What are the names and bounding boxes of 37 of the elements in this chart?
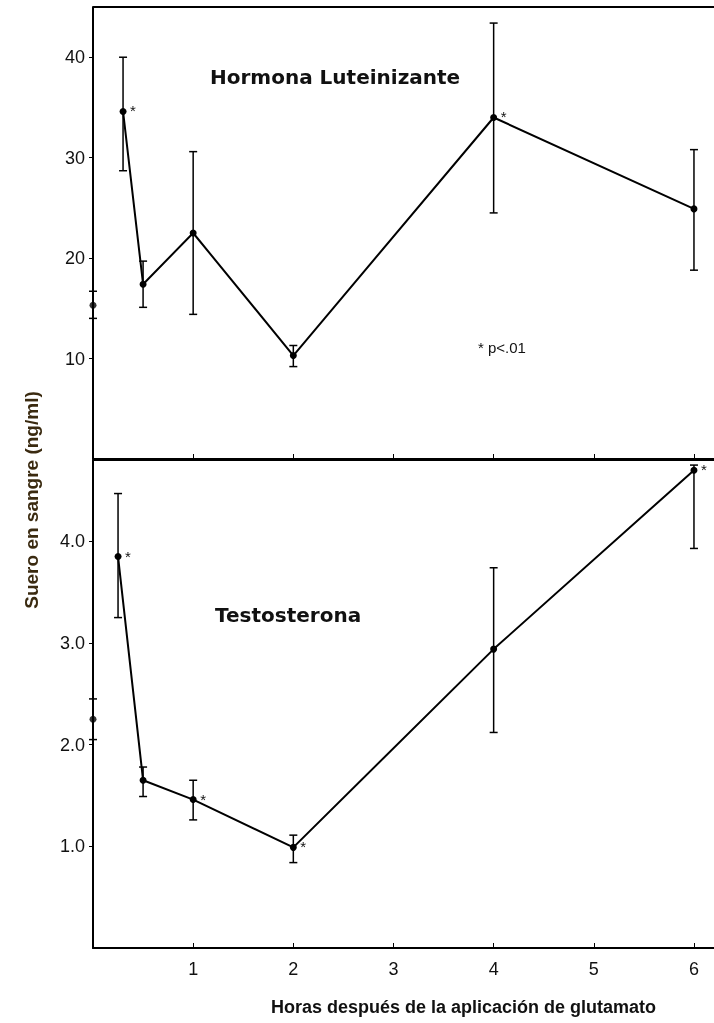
y-tick-label: 1.0 <box>59 836 85 857</box>
y-tick-label: 10 <box>64 348 85 369</box>
y-tick-label: 3.0 <box>59 633 85 653</box>
x-axis-title: Horas después de la aplicación de glutamato <box>270 997 657 1017</box>
text: Hormona Luteinizante <box>210 65 461 89</box>
annotation: * <box>700 461 707 479</box>
x-tick-label: 3 <box>388 959 399 979</box>
x-tick-label: 6 <box>688 959 699 979</box>
point <box>114 553 122 561</box>
annotation: * <box>500 108 507 126</box>
annotation: * <box>130 102 137 120</box>
y-tick-label: 30 <box>64 147 85 168</box>
point <box>139 280 147 288</box>
annotation: * <box>300 838 307 856</box>
point <box>289 352 297 360</box>
annotation: * p<.01 <box>478 339 526 356</box>
y-tick-label: 20 <box>64 248 85 269</box>
y-tick-label: 2.0 <box>59 734 85 755</box>
y-tick-label: 4.0 <box>59 531 85 552</box>
point <box>119 107 127 115</box>
y-tick-label: 40 <box>64 47 85 68</box>
point <box>89 715 97 723</box>
point <box>690 466 698 474</box>
point <box>490 645 498 653</box>
annotation: * <box>125 547 132 565</box>
point <box>189 796 197 804</box>
text: Testosterona <box>215 603 362 627</box>
y-axis-title: Suero en sangre (ng/ml) <box>21 391 43 609</box>
x-tick-label: 4 <box>488 959 499 979</box>
x-tick-label: 5 <box>588 959 599 979</box>
x-tick-label: 2 <box>288 959 299 979</box>
point <box>289 843 297 851</box>
x-tick-label: 1 <box>188 959 199 979</box>
point <box>89 301 97 309</box>
point <box>490 113 498 121</box>
point <box>139 776 147 784</box>
annotation: * <box>200 790 207 808</box>
